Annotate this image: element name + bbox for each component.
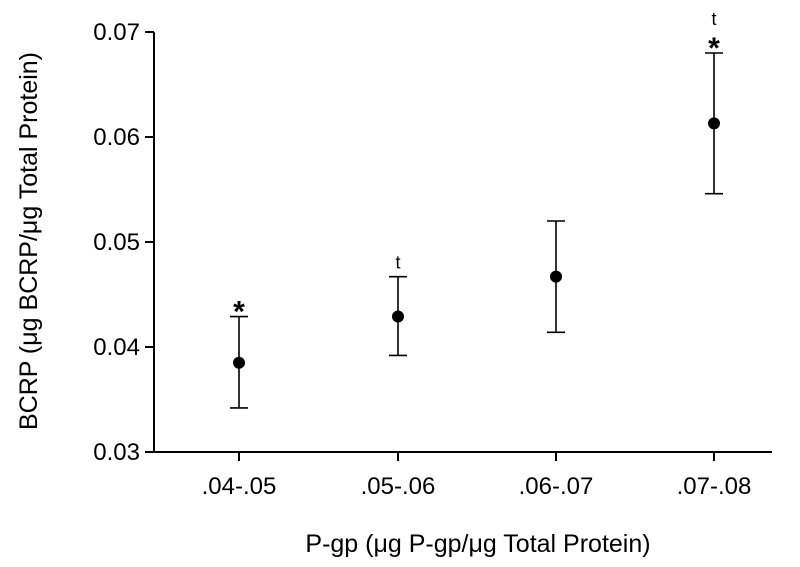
significance-star: * (233, 296, 245, 329)
x-axis-title: P-gp (μg P-gp/μg Total Protein) (305, 530, 650, 558)
significance-t: t (711, 9, 716, 29)
data-point (708, 117, 720, 130)
data-point (550, 270, 562, 283)
chart-marks: * t * t (230, 9, 723, 409)
x-tick-label: .04-.05 (202, 473, 277, 500)
axes: 0.03 0.04 0.05 0.06 0.07 .04-.05 .05-.06 .06-.0… (93, 19, 772, 500)
x-tick-label: .05-.06 (361, 473, 436, 500)
x-tick-label: .07-.08 (677, 473, 752, 500)
x-tick-label: .06-.07 (519, 473, 594, 500)
data-point (392, 310, 404, 323)
y-tick-label: 0.03 (93, 439, 140, 466)
y-tick-label: 0.07 (93, 19, 140, 46)
data-point (233, 356, 245, 369)
significance-t: t (395, 253, 400, 273)
y-axis-title: BCRP (μg BCRP/μg Total Protein) (15, 52, 43, 430)
y-tick-label: 0.06 (93, 124, 140, 151)
y-tick-label: 0.04 (93, 334, 140, 361)
y-tick-label: 0.05 (93, 229, 140, 256)
significance-star: * (708, 32, 720, 65)
